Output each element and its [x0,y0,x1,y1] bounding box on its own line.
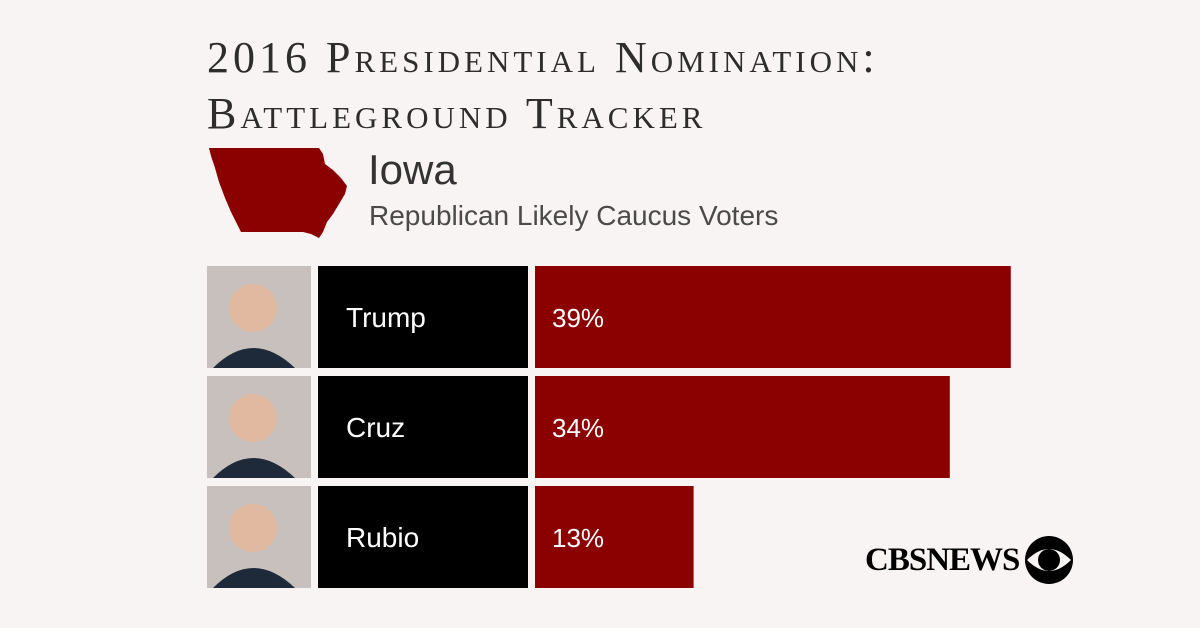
state-subtitle: Republican Likely Caucus Voters [369,200,779,231]
candidate-suit-cruz [213,458,295,478]
bar-value-trump: 39% [552,303,604,333]
title-line-2: Battleground Tracker [207,89,707,138]
candidate-name-cruz: Cruz [346,412,405,443]
cbs-eye-icon [1025,536,1074,584]
cbs-news-wordmark: CBSNEWS [865,541,1020,578]
bar-rubio [535,486,694,588]
iowa-map-icon [209,148,347,238]
candidate-suit-trump [213,348,295,368]
candidate-name-rubio: Rubio [346,522,419,553]
bar-trump [535,266,1011,368]
page-title: 2016 Presidential Nomination: Battlegrou… [207,30,879,142]
state-name: Iowa [368,146,457,193]
candidate-name-cell-rubio [318,486,528,588]
bar-cruz [535,376,950,478]
title-line-1: 2016 Presidential Nomination: [207,33,879,82]
cbs-news-logo: CBSNEWS [865,534,1075,586]
bar-value-rubio: 13% [552,523,604,553]
candidate-face-rubio [229,504,277,552]
candidate-name-cell-trump [318,266,528,368]
candidate-name-cell-cruz [318,376,528,478]
candidate-face-cruz [229,394,277,442]
bar-value-cruz: 34% [552,413,604,443]
candidate-suit-rubio [213,568,295,588]
candidate-face-trump [229,284,277,332]
candidate-name-trump: Trump [346,302,426,333]
